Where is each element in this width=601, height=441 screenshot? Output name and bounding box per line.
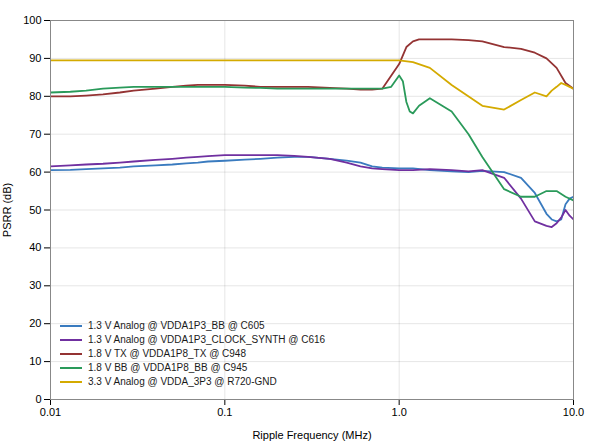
html-text:1.8 V TX @ VDDA1P8_TX @ C948: 1.8 V TX @ VDDA1P8_TX @ C948	[88, 348, 246, 359]
svg-text:PSRR (dB): PSRR (dB)	[1, 183, 13, 237]
svg-text:100: 100	[23, 14, 41, 26]
svg-text:20: 20	[29, 317, 41, 329]
html-text:1.8 V BB @ VDDA1P8_BB @ C945: 1.8 V BB @ VDDA1P8_BB @ C945	[88, 362, 248, 373]
svg-text:80: 80	[29, 90, 41, 102]
svg-text:30: 30	[29, 279, 41, 291]
html-text:1.3 V Analog @ VDDA1P3_BB @ C6: 1.3 V Analog @ VDDA1P3_BB @ C605	[88, 320, 265, 331]
svg-text:10: 10	[29, 355, 41, 367]
svg-text:0.01: 0.01	[40, 406, 61, 418]
svg-text:Ripple Frequency (MHz): Ripple Frequency (MHz)	[252, 429, 371, 441]
svg-text:1.0: 1.0	[392, 406, 407, 418]
svg-text:60: 60	[29, 166, 41, 178]
svg-text:40: 40	[29, 241, 41, 253]
svg-text:70: 70	[29, 128, 41, 140]
svg-text:0: 0	[35, 393, 41, 405]
svg-text:50: 50	[29, 204, 41, 216]
svg-text:90: 90	[29, 52, 41, 64]
svg-text:10.0: 10.0	[563, 406, 584, 418]
svg-text:0.1: 0.1	[217, 406, 232, 418]
html-text:1.3 V Analog @ VDDA1P3_CLOCK_S: 1.3 V Analog @ VDDA1P3_CLOCK_SYNTH @ C61…	[88, 334, 326, 345]
html-text:3.3 V Analog @ VDDA_3P3 @ R720: 3.3 V Analog @ VDDA_3P3 @ R720-GND	[88, 376, 277, 387]
